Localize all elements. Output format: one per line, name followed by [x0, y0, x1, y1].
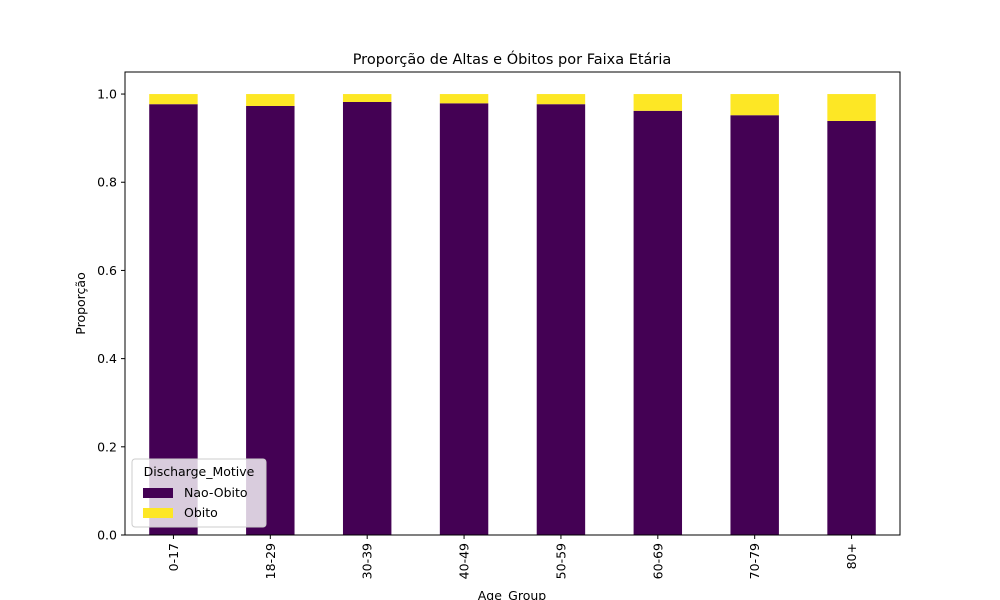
bar-nao-obito-60-69 — [633, 110, 683, 536]
legend-label-obito: Obito — [184, 505, 218, 520]
legend-swatch-obito — [143, 508, 173, 518]
x-tick-label: 70-79 — [747, 543, 762, 579]
y-tick-label: 0.8 — [97, 175, 117, 190]
y-tick-label: 0.0 — [97, 528, 117, 543]
bar-nao-obito-30-39 — [342, 101, 392, 535]
bars-layer — [149, 94, 876, 536]
x-tick-label: 30-39 — [360, 543, 375, 579]
bar-nao-obito-50-59 — [536, 104, 586, 535]
legend-swatch-nao-obito — [143, 488, 173, 498]
bar-obito-60-69 — [633, 94, 683, 111]
bar-obito-80 — [827, 94, 876, 121]
y-tick-label: 0.6 — [97, 263, 117, 278]
y-axis-label: Proporção — [73, 272, 88, 334]
bar-nao-obito-70-79 — [730, 115, 779, 536]
x-tick-label: 80+ — [844, 543, 859, 569]
bar-obito-18-29 — [246, 94, 295, 106]
bar-nao-obito-40-49 — [439, 103, 489, 535]
bar-obito-30-39 — [342, 94, 392, 102]
x-tick-label: 0-17 — [166, 543, 181, 571]
y-axis: 0.0 0.2 0.4 0.6 0.8 1.0 — [97, 87, 125, 543]
bar-obito-0-17 — [149, 94, 198, 105]
legend: Discharge_Motive Nao-Obito Obito — [131, 458, 267, 528]
legend-label-nao-obito: Nao-Obito — [184, 485, 248, 500]
x-axis-label: Age_Group — [478, 588, 547, 600]
x-tick-label: 60-69 — [650, 543, 665, 579]
bar-obito-70-79 — [730, 94, 779, 116]
y-tick-label: 0.4 — [97, 351, 117, 366]
legend-title: Discharge_Motive — [144, 464, 255, 479]
plot-area-frame — [124, 71, 901, 536]
bar-nao-obito-80 — [827, 120, 876, 535]
chart-title: Proporção de Altas e Óbitos por Faixa Et… — [353, 50, 672, 68]
x-tick-label: 40-49 — [457, 543, 472, 579]
x-tick-label: 18-29 — [263, 543, 278, 579]
x-tick-label: 50-59 — [553, 543, 568, 579]
x-axis: 0-17 18-29 30-39 40-49 50-59 60-69 70-79 80+ — [166, 535, 859, 579]
bar-obito-40-49 — [439, 94, 489, 104]
bar-obito-50-59 — [536, 94, 586, 105]
y-tick-label: 0.2 — [97, 439, 117, 454]
y-tick-label: 1.0 — [97, 87, 117, 102]
